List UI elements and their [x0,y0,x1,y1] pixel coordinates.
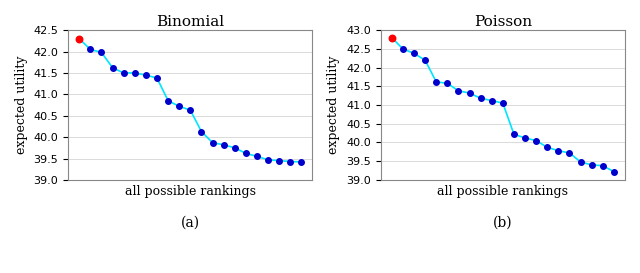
Point [542,145,552,150]
Point [185,108,195,112]
X-axis label: all possible rankings: all possible rankings [125,185,256,198]
Point [174,104,184,108]
Point [553,149,563,153]
Title: Binomial: Binomial [156,15,225,29]
Point [465,91,475,95]
Point [586,163,596,167]
Point [252,154,262,159]
Point [241,151,251,156]
Point [163,99,173,103]
Point [285,159,296,164]
Text: (a): (a) [180,216,200,230]
Point [296,160,307,164]
Point [196,129,207,134]
Point [274,158,284,163]
Point [609,170,619,174]
Point [431,80,442,84]
Point [397,47,408,51]
Point [498,101,508,105]
Point [453,89,463,93]
X-axis label: all possible rankings: all possible rankings [437,185,568,198]
Point [598,164,608,168]
Point [218,143,228,147]
Point [387,35,397,40]
Point [520,136,530,140]
Y-axis label: expected utility: expected utility [15,56,28,154]
Point [97,50,107,55]
Point [442,81,452,85]
Point [230,146,240,150]
Point [531,138,541,143]
Point [263,158,273,162]
Point [476,96,486,100]
Text: (b): (b) [493,216,513,230]
Title: Poisson: Poisson [474,15,532,29]
Point [108,66,118,70]
Point [130,71,140,75]
Point [207,141,218,145]
Point [152,76,162,80]
Point [564,151,575,155]
Point [118,71,129,75]
Point [85,47,95,52]
Point [486,98,497,103]
Point [575,160,586,164]
Point [409,51,419,56]
Y-axis label: expected utility: expected utility [328,56,340,154]
Point [509,132,519,136]
Point [420,58,430,62]
Point [141,73,151,77]
Point [74,37,84,41]
